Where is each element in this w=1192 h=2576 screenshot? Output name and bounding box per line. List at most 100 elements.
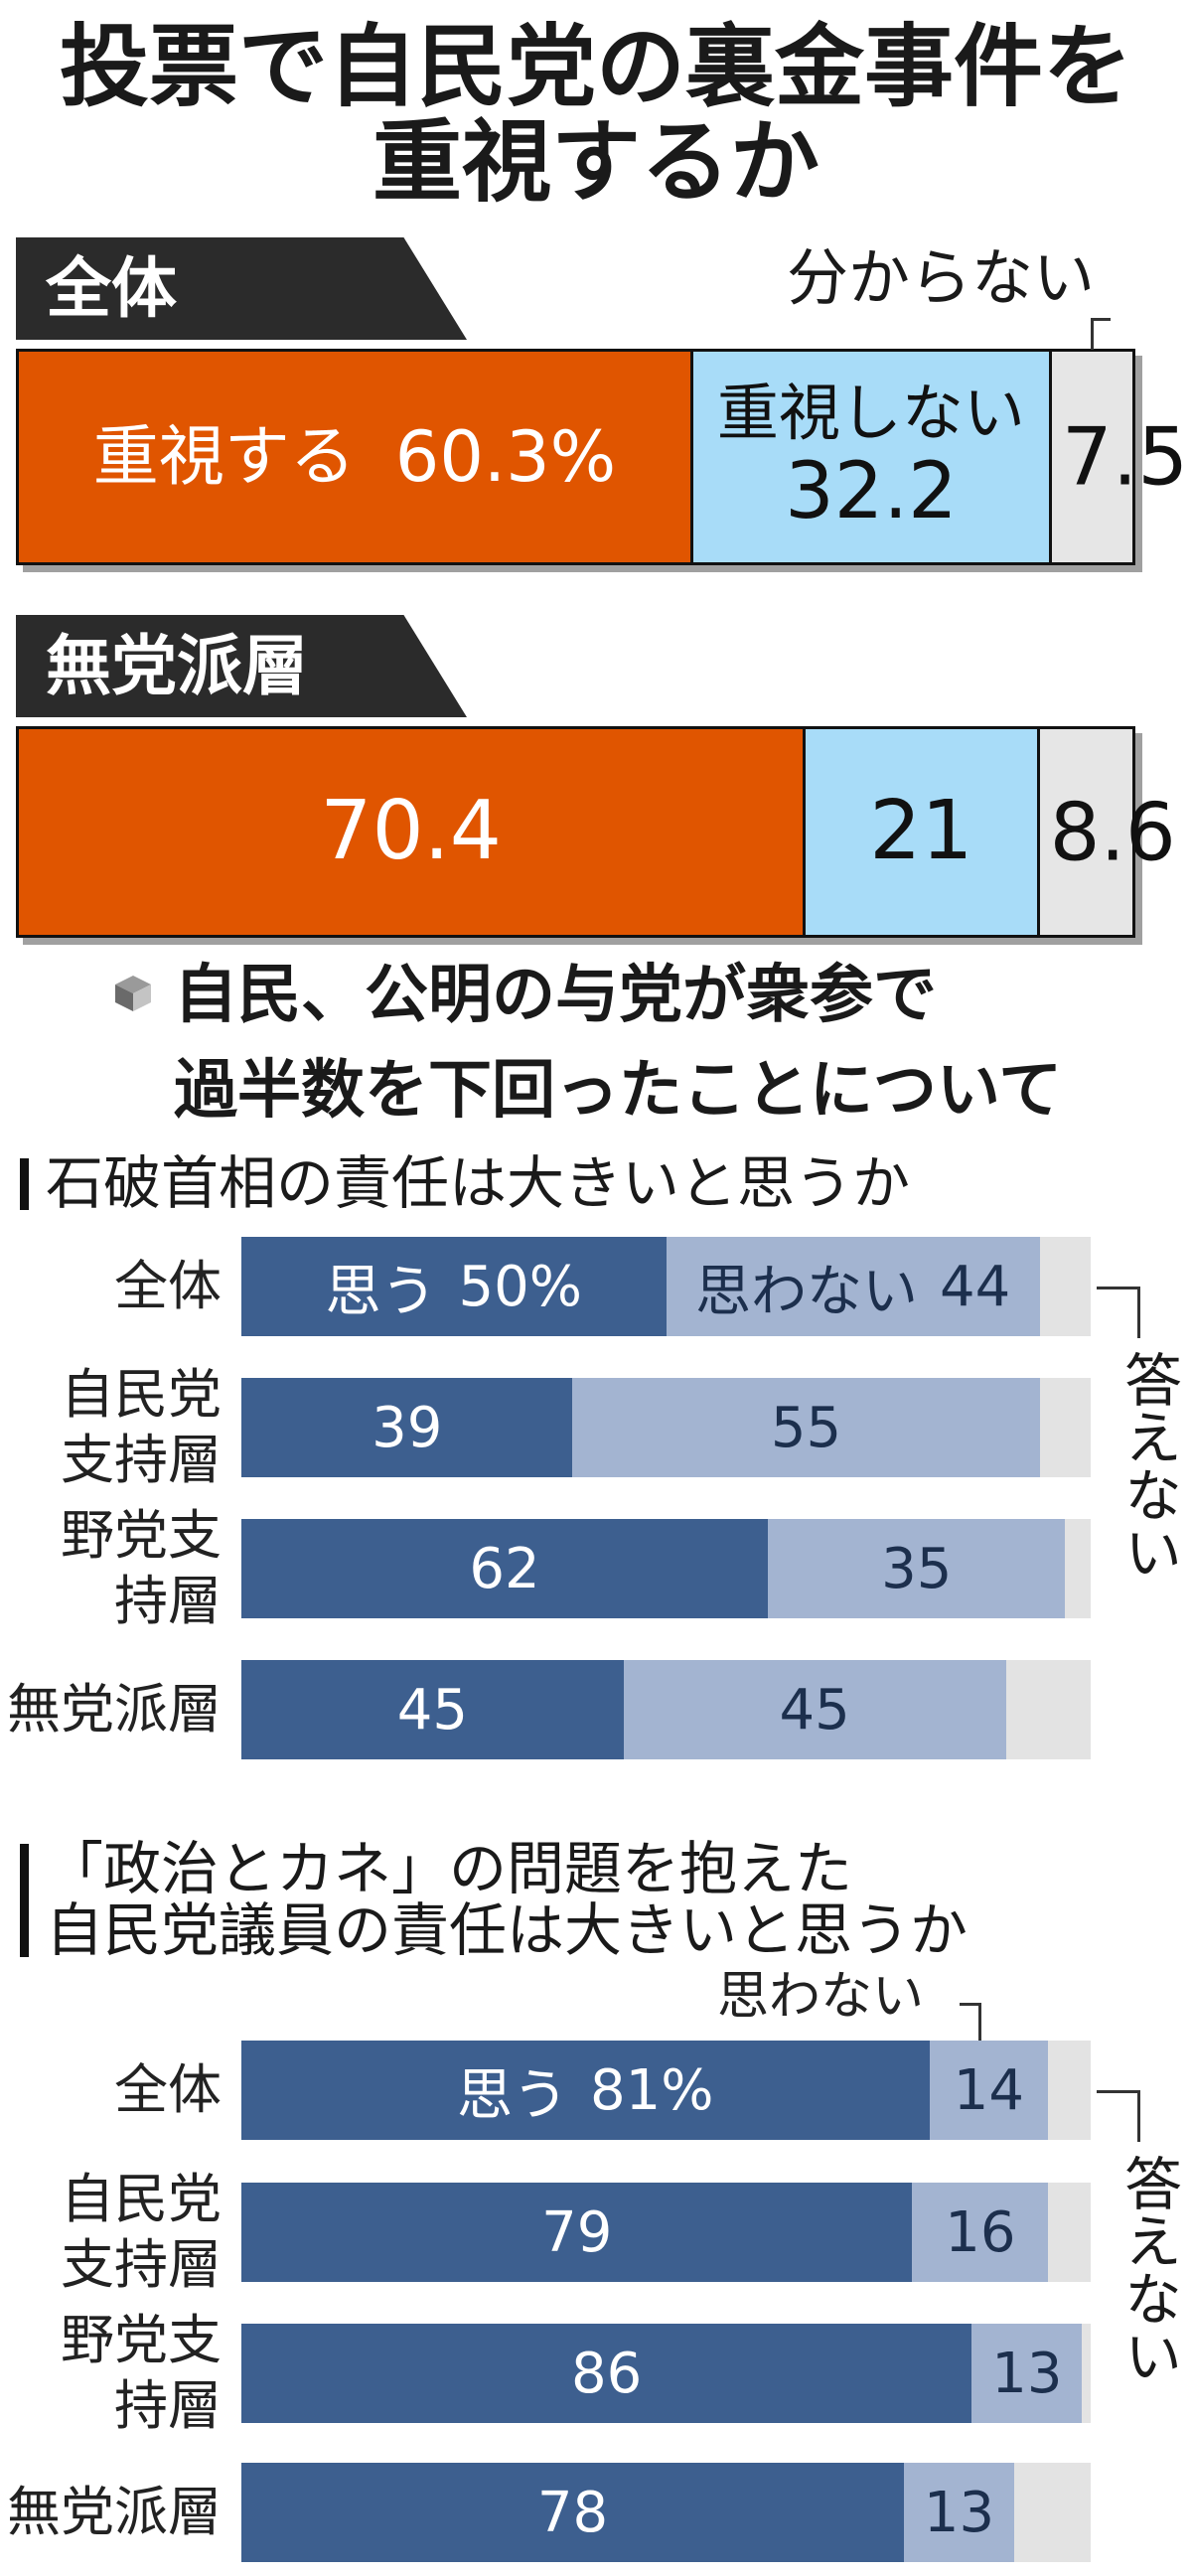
label-box: 思う 50% bbox=[241, 1237, 667, 1336]
chart-title: 重視するか bbox=[372, 110, 820, 215]
series-name: 思う bbox=[325, 1259, 437, 1324]
value-label: 81% bbox=[590, 2057, 714, 2123]
value-label: 14 bbox=[953, 2057, 1025, 2123]
bar-segment: 70.4 bbox=[19, 729, 804, 935]
bar-segment: 重視しない 32.2 bbox=[689, 352, 1049, 562]
value-label: 50% bbox=[458, 1254, 582, 1319]
value-label: 39 bbox=[372, 1395, 443, 1460]
bar-segment: 16 bbox=[912, 2183, 1049, 2282]
chart-title: 自民党議員の責任は大きいと思うか bbox=[46, 1896, 968, 1964]
bar-segment bbox=[1065, 1519, 1091, 1618]
value-label: 45 bbox=[779, 1677, 850, 1743]
bar-segment: 62 bbox=[241, 1519, 769, 1618]
label-box: 35 bbox=[768, 1519, 1065, 1618]
category-tab: 全体 bbox=[16, 237, 467, 340]
bar-segment: 79 bbox=[241, 2183, 913, 2282]
bar-segment: 45 bbox=[623, 1660, 1006, 1759]
label-box: 重視する 60.3% bbox=[19, 352, 690, 562]
series-name: 分からない bbox=[787, 241, 1096, 314]
bar-segment: 78 bbox=[241, 2463, 904, 2562]
series-name: 重視する bbox=[92, 418, 356, 496]
category-label: 全体 bbox=[114, 2058, 222, 2121]
bar-segment: 14 bbox=[929, 2041, 1049, 2140]
bar-segment: 13 bbox=[903, 2463, 1015, 2562]
bar-segment: 39 bbox=[241, 1378, 573, 1477]
bar-segment: 35 bbox=[768, 1519, 1066, 1618]
bar-segment bbox=[1005, 1660, 1091, 1759]
label-box: 13 bbox=[971, 2324, 1082, 2423]
label-box: 思わない 44 bbox=[667, 1237, 1040, 1336]
value-label: 21 bbox=[869, 784, 973, 879]
value-label: 16 bbox=[945, 2199, 1016, 2265]
value-label: 55 bbox=[770, 1395, 842, 1460]
value-label: 32.2 bbox=[785, 446, 958, 536]
series-name: 答えない bbox=[1115, 1350, 1182, 1581]
label-box: 79 bbox=[241, 2183, 912, 2282]
category-label: 無党派層 bbox=[7, 2481, 222, 2543]
value-label: 35 bbox=[881, 1536, 953, 1601]
bar-segment bbox=[1048, 2183, 1091, 2282]
value-label: 79 bbox=[541, 2199, 613, 2265]
section-heading: 自民、公明の与党が衆参で bbox=[174, 959, 937, 1032]
category-label: 全体 bbox=[46, 250, 177, 327]
bar-segment bbox=[1082, 2324, 1091, 2423]
series-name: 思わない bbox=[717, 1967, 925, 2027]
bar-segment: 8.6 bbox=[1036, 729, 1176, 935]
title-marker bbox=[20, 1844, 29, 1957]
label-box: 21 bbox=[806, 729, 1036, 935]
bar-segment: 思う 50% bbox=[241, 1237, 667, 1336]
value-label: 45 bbox=[396, 1677, 468, 1743]
value-label: 13 bbox=[923, 2480, 995, 2545]
value-label: 44 bbox=[939, 1254, 1011, 1319]
bar-segment: 重視する 60.3% bbox=[19, 352, 690, 562]
label-box: 重視しない 32.2 bbox=[693, 352, 1049, 562]
bar-segment: 思う 81% bbox=[241, 2041, 930, 2140]
value-label: 7.5 bbox=[1061, 410, 1189, 504]
callout-line bbox=[1097, 2090, 1140, 2142]
bar-segment: 86 bbox=[241, 2324, 972, 2423]
category-tab: 無党派層 bbox=[16, 615, 467, 717]
stacked-bar: 70.4 21 8.6 bbox=[16, 726, 1176, 938]
label-box: 16 bbox=[912, 2183, 1048, 2282]
bar-segment: 21 bbox=[803, 729, 1037, 935]
label-box: 14 bbox=[930, 2041, 1049, 2140]
label-box: 思う 81% bbox=[241, 2041, 930, 2140]
label-box: 70.4 bbox=[19, 729, 803, 935]
bar-segment bbox=[1039, 1378, 1091, 1477]
bar-segment: 55 bbox=[572, 1378, 1040, 1477]
category-label: 野党支持層 bbox=[61, 2309, 222, 2437]
bar-segment: 45 bbox=[241, 1660, 624, 1759]
category-label: 自民党支持層 bbox=[61, 2168, 222, 2296]
label-box: 45 bbox=[241, 1660, 624, 1759]
bar-segment: 7.5 bbox=[1048, 352, 1188, 562]
series-name: 思う bbox=[457, 2062, 569, 2128]
bar-segment bbox=[1048, 2041, 1091, 2140]
bar-segment bbox=[1039, 1237, 1091, 1336]
category-label: 自民党支持層 bbox=[61, 1363, 222, 1491]
section-heading: 過半数を下回ったことについて bbox=[174, 1054, 1063, 1128]
value-label: 86 bbox=[571, 2341, 643, 2406]
callout-line bbox=[1097, 1287, 1140, 1338]
chart-title: 投票で自民党の裏金事件を bbox=[60, 15, 1132, 119]
category-label: 全体 bbox=[114, 1255, 222, 1317]
category-label: 無党派層 bbox=[46, 628, 308, 704]
series-name: 重視しない bbox=[716, 376, 1025, 449]
title-marker bbox=[20, 1158, 29, 1210]
chart-title: 「政治とカネ」の問題を抱えた bbox=[46, 1835, 853, 1902]
label-box: 62 bbox=[241, 1519, 768, 1618]
callout-line bbox=[1091, 318, 1111, 350]
series-name: 思わない bbox=[694, 1259, 918, 1324]
label-box: 13 bbox=[904, 2463, 1014, 2562]
value-label: 60.3% bbox=[394, 415, 617, 498]
bar-segment: 13 bbox=[971, 2324, 1083, 2423]
label-box: 86 bbox=[241, 2324, 971, 2423]
value-label: 8.6 bbox=[1049, 786, 1176, 878]
series-name: 答えない bbox=[1115, 2154, 1182, 2384]
value-label: 13 bbox=[991, 2341, 1063, 2406]
stacked-bar: 重視する 60.3% 重視しない 32.2 7.5 bbox=[16, 349, 1188, 565]
label-box: 45 bbox=[624, 1660, 1006, 1759]
label-box: 78 bbox=[241, 2463, 904, 2562]
value-label: 78 bbox=[536, 2480, 609, 2545]
bar-segment: 思わない 44 bbox=[666, 1237, 1040, 1336]
